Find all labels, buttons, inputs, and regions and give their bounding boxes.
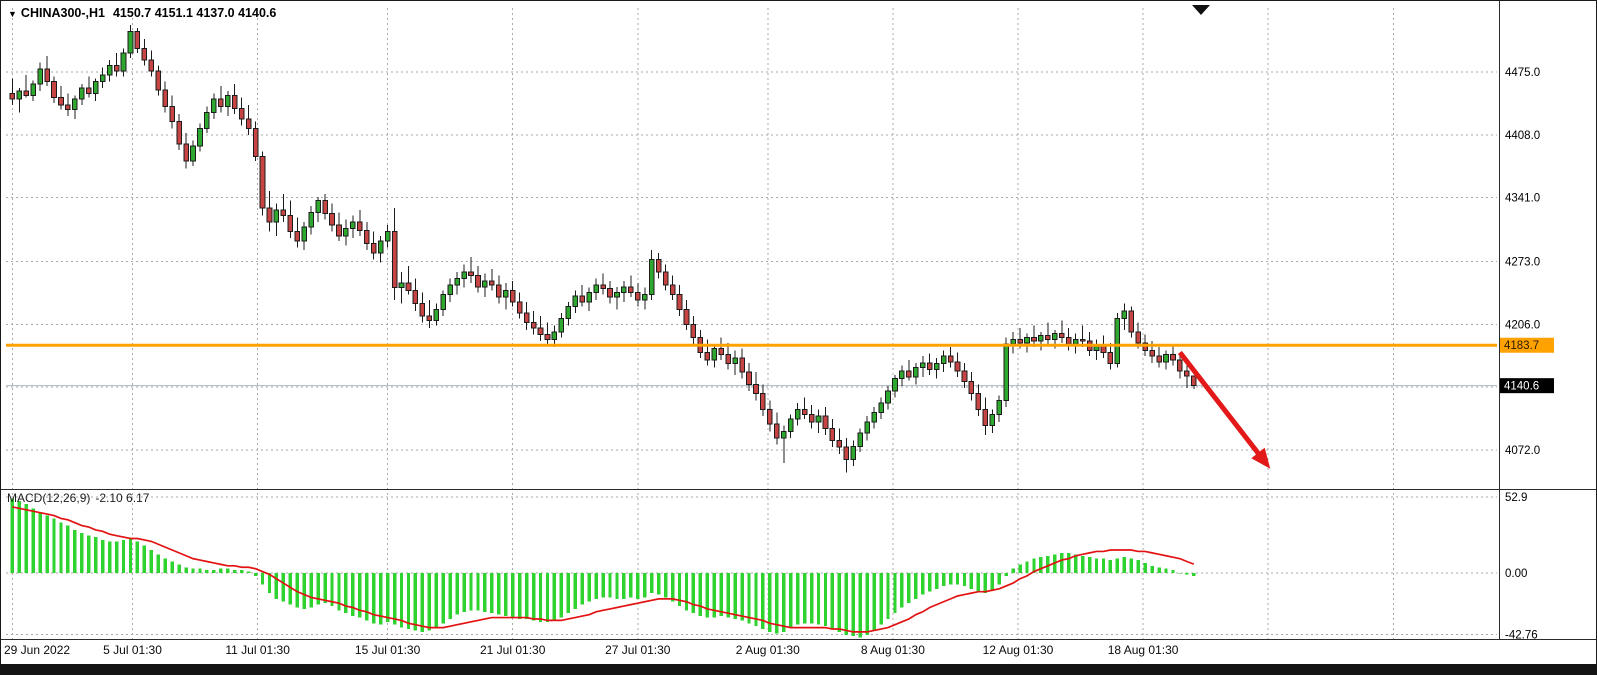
svg-text:-42.76: -42.76	[1505, 629, 1538, 641]
macd-signal-line	[12, 506, 1195, 633]
svg-text:4273.0: 4273.0	[1505, 256, 1540, 268]
chart-shift-icon[interactable]	[1192, 5, 1210, 15]
svg-text:27 Jul 01:30: 27 Jul 01:30	[605, 643, 671, 657]
svg-text:5 Jul 01:30: 5 Jul 01:30	[103, 643, 162, 657]
macd-histogram	[10, 498, 1196, 638]
price-scale[interactable]: 4475.0 4408.0 4341.0 4273.0 4206.0 4072.0 52.9…	[1505, 67, 1540, 641]
svg-text:4072.0: 4072.0	[1505, 445, 1540, 457]
macd-name: MACD(12,26,9)	[7, 491, 91, 505]
svg-text:29 Jun 2022: 29 Jun 2022	[4, 643, 70, 657]
svg-text:4408.0: 4408.0	[1505, 130, 1540, 142]
candlestick-series	[9, 25, 1197, 473]
svg-text:11 Jul 01:30: 11 Jul 01:30	[225, 643, 290, 657]
grid	[6, 8, 1497, 640]
macd-indicator-label: MACD(12,26,9) -2.10 6.17	[7, 491, 154, 505]
svg-text:4341.0: 4341.0	[1505, 193, 1540, 205]
macd-values: -2.10 6.17	[95, 491, 150, 505]
svg-text:4183.7: 4183.7	[1504, 340, 1539, 352]
bottom-border-bar	[0, 664, 1597, 675]
svg-text:0.00: 0.00	[1505, 568, 1527, 580]
bid-price-badge: 4140.6	[1500, 378, 1554, 394]
svg-text:4475.0: 4475.0	[1505, 67, 1540, 79]
trend-arrow-annotation[interactable]	[1177, 350, 1271, 469]
chart-ohlc-label: ▼ CHINA300-,H1 4150.7 4151.1 4137.0 4140.6	[8, 6, 276, 20]
hline-price-badge: 4183.7	[1500, 337, 1554, 353]
svg-text:4140.6: 4140.6	[1504, 381, 1539, 393]
svg-text:52.9: 52.9	[1505, 492, 1527, 504]
svg-text:15 Jul 01:30: 15 Jul 01:30	[355, 643, 421, 657]
svg-text:12 Aug 01:30: 12 Aug 01:30	[983, 643, 1054, 657]
svg-text:8 Aug 01:30: 8 Aug 01:30	[861, 643, 925, 657]
svg-text:2 Aug 01:30: 2 Aug 01:30	[736, 643, 800, 657]
time-axis[interactable]: 29 Jun 2022 5 Jul 01:30 11 Jul 01:30 15 Jul…	[4, 643, 1179, 657]
svg-text:21 Jul 01:30: 21 Jul 01:30	[480, 643, 546, 657]
symbol-timeframe-label: CHINA300-,H1	[20, 6, 105, 20]
svg-text:4206.0: 4206.0	[1505, 319, 1540, 331]
svg-text:18 Aug 01:30: 18 Aug 01:30	[1108, 643, 1179, 657]
symbol-marker-icon: ▼	[8, 8, 17, 19]
ohlc-values: 4150.7 4151.1 4137.0 4140.6	[112, 6, 277, 20]
